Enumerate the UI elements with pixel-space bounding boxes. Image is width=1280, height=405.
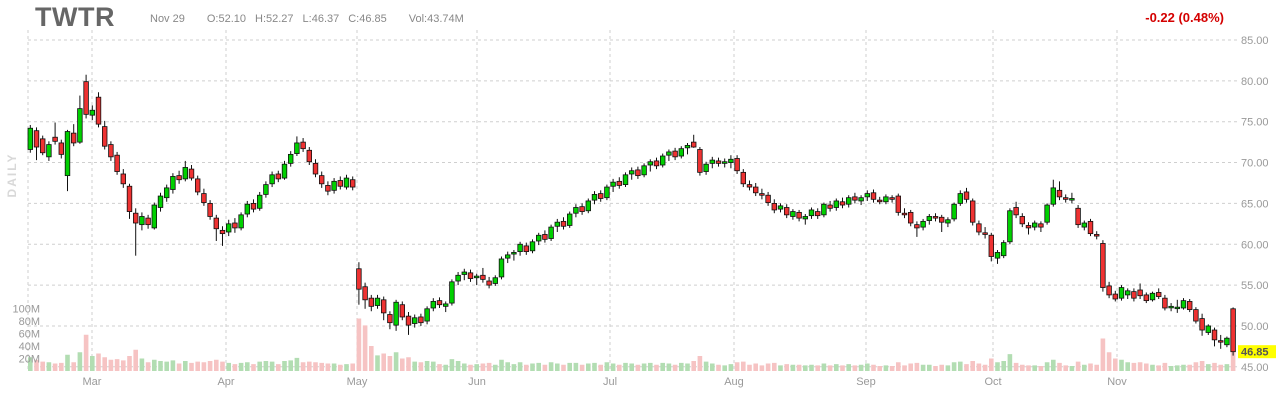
- candles: [27, 74, 1236, 356]
- svg-text:65.00: 65.00: [1241, 198, 1269, 210]
- svg-text:May: May: [347, 376, 368, 388]
- quote-volume: Vol:43.74M: [408, 13, 464, 25]
- quote-date: Nov 29: [150, 13, 185, 25]
- svg-text:40M: 40M: [19, 341, 40, 353]
- svg-text:70.00: 70.00: [1241, 158, 1269, 170]
- svg-text:Mar: Mar: [83, 376, 102, 388]
- svg-text:80.00: 80.00: [1241, 76, 1269, 88]
- last-price-tag: 46.85: [1238, 345, 1276, 359]
- ticker-symbol: TWTR: [35, 2, 115, 32]
- svg-text:Jul: Jul: [603, 376, 617, 388]
- quote-low: L:46.37: [302, 13, 340, 25]
- svg-text:75.00: 75.00: [1241, 117, 1269, 129]
- daily-watermark: DAILY: [5, 153, 19, 198]
- svg-text:46.85: 46.85: [1241, 347, 1269, 359]
- svg-text:Nov: Nov: [1107, 376, 1127, 388]
- svg-text:Aug: Aug: [724, 376, 744, 388]
- svg-text:60.00: 60.00: [1241, 239, 1269, 251]
- quote-info-bar: Nov 29 O:52.10 H:52.27 L:46.37 C:46.85 Vol:43…: [150, 13, 464, 25]
- svg-text:55.00: 55.00: [1241, 280, 1269, 292]
- svg-text:85.00: 85.00: [1241, 35, 1269, 47]
- gridlines: [27, 30, 1237, 372]
- svg-text:Oct: Oct: [984, 376, 1001, 388]
- quote-close: C:46.85: [348, 13, 387, 25]
- svg-text:Sep: Sep: [856, 376, 876, 388]
- svg-text:50.00: 50.00: [1241, 321, 1269, 333]
- volume-bars: [28, 318, 1236, 371]
- svg-text:60M: 60M: [19, 329, 40, 341]
- svg-text:45.00: 45.00: [1241, 362, 1269, 374]
- svg-text:Apr: Apr: [217, 376, 234, 388]
- svg-text:100M: 100M: [12, 304, 40, 316]
- month-labels: Mar Apr May Jun Jul Aug Sep Oct Nov: [83, 376, 1128, 388]
- svg-text:80M: 80M: [19, 316, 40, 328]
- svg-text:20M: 20M: [19, 354, 40, 366]
- price-change: -0.22 (0.48%): [1145, 10, 1224, 25]
- quote-open: O:52.10: [206, 13, 246, 25]
- svg-text:Jun: Jun: [468, 376, 486, 388]
- quote-high: H:52.27: [255, 13, 294, 25]
- y-axis-labels: 85.00 80.00 75.00 70.00 65.00 60.00 55.00 50.00…: [1241, 35, 1269, 374]
